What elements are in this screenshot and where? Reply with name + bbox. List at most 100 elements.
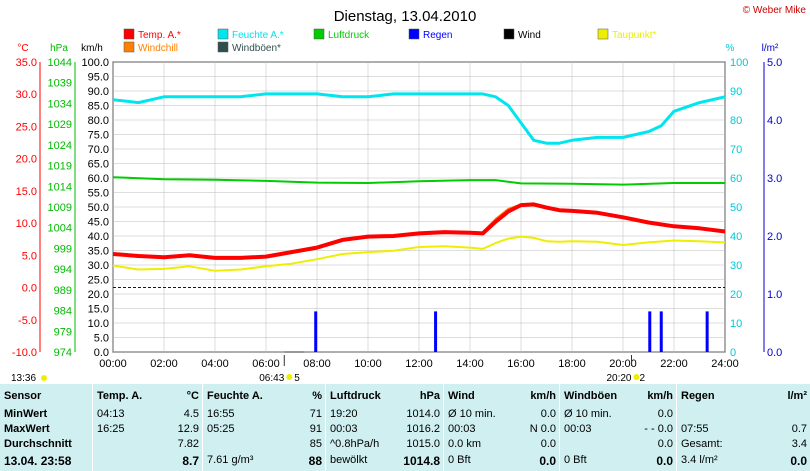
x-tick-label: 06:00 — [252, 358, 280, 370]
stats-cell-value: 1016.2 — [406, 423, 440, 435]
statistics-table: Sensor MinWert MaxWert Durchschnitt 13.04. 2… — [0, 384, 810, 471]
wind-tick-label: 75.0 — [88, 130, 109, 142]
stats-cell-value: 71 — [309, 408, 322, 420]
legend: Temp. A.* Feuchte A.* Luftdruck Regen Wind Ta… — [123, 28, 657, 54]
stats-header: Temp. A. — [97, 390, 143, 402]
humidity-axis-unit: % — [726, 43, 735, 54]
stats-cell-time: 05:25 — [207, 423, 235, 435]
time-markers: 06:43 5 20:20 2 13:36 — [11, 351, 646, 384]
wind-tick-label: 85.0 — [88, 101, 109, 113]
stats-col-temp: Temp. A. °C 04:13 4.5 16:25 12.9 7.82 8.7 — [92, 384, 203, 471]
stats-cell-value: 1015.0 — [406, 438, 440, 450]
legend-swatch — [408, 28, 420, 40]
stats-unit: km/h — [530, 390, 556, 402]
series-layer — [112, 92, 726, 352]
wind-tick-label: 80.0 — [88, 115, 109, 127]
stats-unit: hPa — [419, 390, 440, 402]
stats-cell-time: Gesamt: — [681, 438, 723, 450]
wind-tick-label: 90.0 — [88, 86, 109, 98]
stats-cell-value: 3.4 — [791, 438, 807, 450]
legend-label: Luftdruck — [328, 30, 370, 41]
stats-cell-time: 3.4 l/m² — [681, 454, 718, 466]
taupunkt-line — [112, 235, 726, 272]
pressure-tick-label: 984 — [54, 306, 72, 318]
wind-tick-label: 0.0 — [94, 347, 109, 359]
stats-cell-value: 0.0 — [657, 438, 673, 450]
temp-tick-label: 25.0 — [16, 121, 37, 133]
pressure-tick-label: 1034 — [48, 98, 72, 110]
stats-cell-value: 8.7 — [182, 454, 199, 468]
rain-tick-label: 4.0 — [767, 115, 782, 127]
temp-tick-label: 10.0 — [16, 218, 37, 230]
stats-cell-value: 0.0 — [657, 408, 673, 420]
legend-swatch — [123, 28, 135, 40]
left-sun-icon — [41, 375, 47, 381]
temp-tick-label: -5.0 — [18, 315, 37, 327]
pressure-tick-label: 1029 — [48, 119, 72, 131]
x-tick-label: 08:00 — [303, 358, 331, 370]
pressure-tick-label: 989 — [54, 285, 72, 297]
wind-tick-label: 95.0 — [88, 72, 109, 84]
humidity-tick-label: 10 — [730, 318, 742, 330]
wind-tick-label: 70.0 — [88, 144, 109, 156]
weather-chart: Dienstag, 13.04.2010 © Weber Mike Temp. … — [11, 5, 807, 384]
wind-tick-label: 40.0 — [88, 231, 109, 243]
wind-tick-label: 30.0 — [88, 260, 109, 272]
x-tick-label: 20:00 — [609, 358, 637, 370]
humidity-tick-label: 60 — [730, 173, 742, 185]
x-tick-label: 24:00 — [711, 358, 739, 370]
feuchte-a-line — [112, 92, 726, 145]
luftdruck-line — [112, 176, 725, 186]
wind-tick-label: 35.0 — [88, 246, 109, 258]
stats-header: Windböen — [564, 390, 618, 402]
pressure-tick-label: 994 — [54, 264, 72, 276]
wind-tick-label: 25.0 — [88, 275, 109, 287]
legend-label: Wind — [518, 30, 541, 41]
legend-label: Taupunkt* — [612, 30, 657, 41]
stats-header: Luftdruck — [330, 390, 381, 402]
stats-col-sensor: Sensor MinWert MaxWert Durchschnitt 13.04. 2… — [0, 384, 92, 471]
stats-header: Wind — [448, 390, 475, 402]
sunset-time: 20:20 — [606, 373, 631, 384]
sun-icon — [286, 374, 293, 380]
stats-cell-value: N 0.0 — [529, 423, 556, 435]
wind-tick-label: 20.0 — [88, 289, 109, 301]
x-tick-label: 04:00 — [201, 358, 229, 370]
temp-tick-label: 30.0 — [16, 89, 37, 101]
stats-cell-time: 04:13 — [97, 408, 125, 420]
stats-row-label: MinWert — [4, 408, 48, 420]
stats-cell-value: 1014.0 — [406, 408, 440, 420]
pressure-tick-label: 1019 — [48, 161, 72, 173]
sunrise-extra: 5 — [294, 373, 300, 384]
copyright-label: © Weber Mike — [743, 5, 807, 16]
stats-cell-value: 1014.8 — [403, 454, 440, 468]
stats-cell-time: 16:25 — [97, 423, 125, 435]
legend-label: Feuchte A.* — [232, 30, 284, 41]
wind-tick-label: 15.0 — [88, 304, 109, 316]
wind-tick-label: 45.0 — [88, 217, 109, 229]
pressure-tick-label: 1009 — [48, 202, 72, 214]
stats-cell-value: - - 0.0 — [644, 423, 673, 435]
temp-tick-label: 0.0 — [22, 283, 37, 295]
pressure-tick-label: 974 — [54, 347, 72, 359]
x-tick-label: 10:00 — [354, 358, 382, 370]
stats-cell-value: 0.0 — [656, 454, 673, 468]
temp-tick-label: 15.0 — [16, 186, 37, 198]
rain-tick-label: 1.0 — [767, 289, 782, 301]
pressure-tick-label: 1039 — [48, 78, 72, 90]
stats-cell-time: 00:03 — [448, 423, 476, 435]
stats-cell-value: 12.9 — [177, 423, 199, 435]
stats-cell-time: 0.0 km — [448, 438, 482, 450]
stats-cell-value: 0.0 — [540, 408, 556, 420]
legend-label: Windböen* — [232, 43, 281, 54]
wind-tick-label: 5.0 — [94, 333, 109, 345]
pressure-tick-label: 1024 — [48, 140, 72, 152]
x-tick-label: 18:00 — [558, 358, 586, 370]
stats-col-regen: Regen l/m² 07:55 0.7 Gesamt: 3.4 3.4 l/m² 0.0 — [676, 384, 810, 471]
rain-axis-unit: l/m² — [762, 43, 779, 54]
rain-tick-label: 5.0 — [767, 57, 782, 69]
stats-cell-value: 88 — [308, 454, 322, 468]
stats-cell-time: 16:55 — [207, 408, 235, 420]
stats-cell-value: 0.0 — [539, 454, 556, 468]
stats-header: Feuchte A. — [207, 390, 263, 402]
